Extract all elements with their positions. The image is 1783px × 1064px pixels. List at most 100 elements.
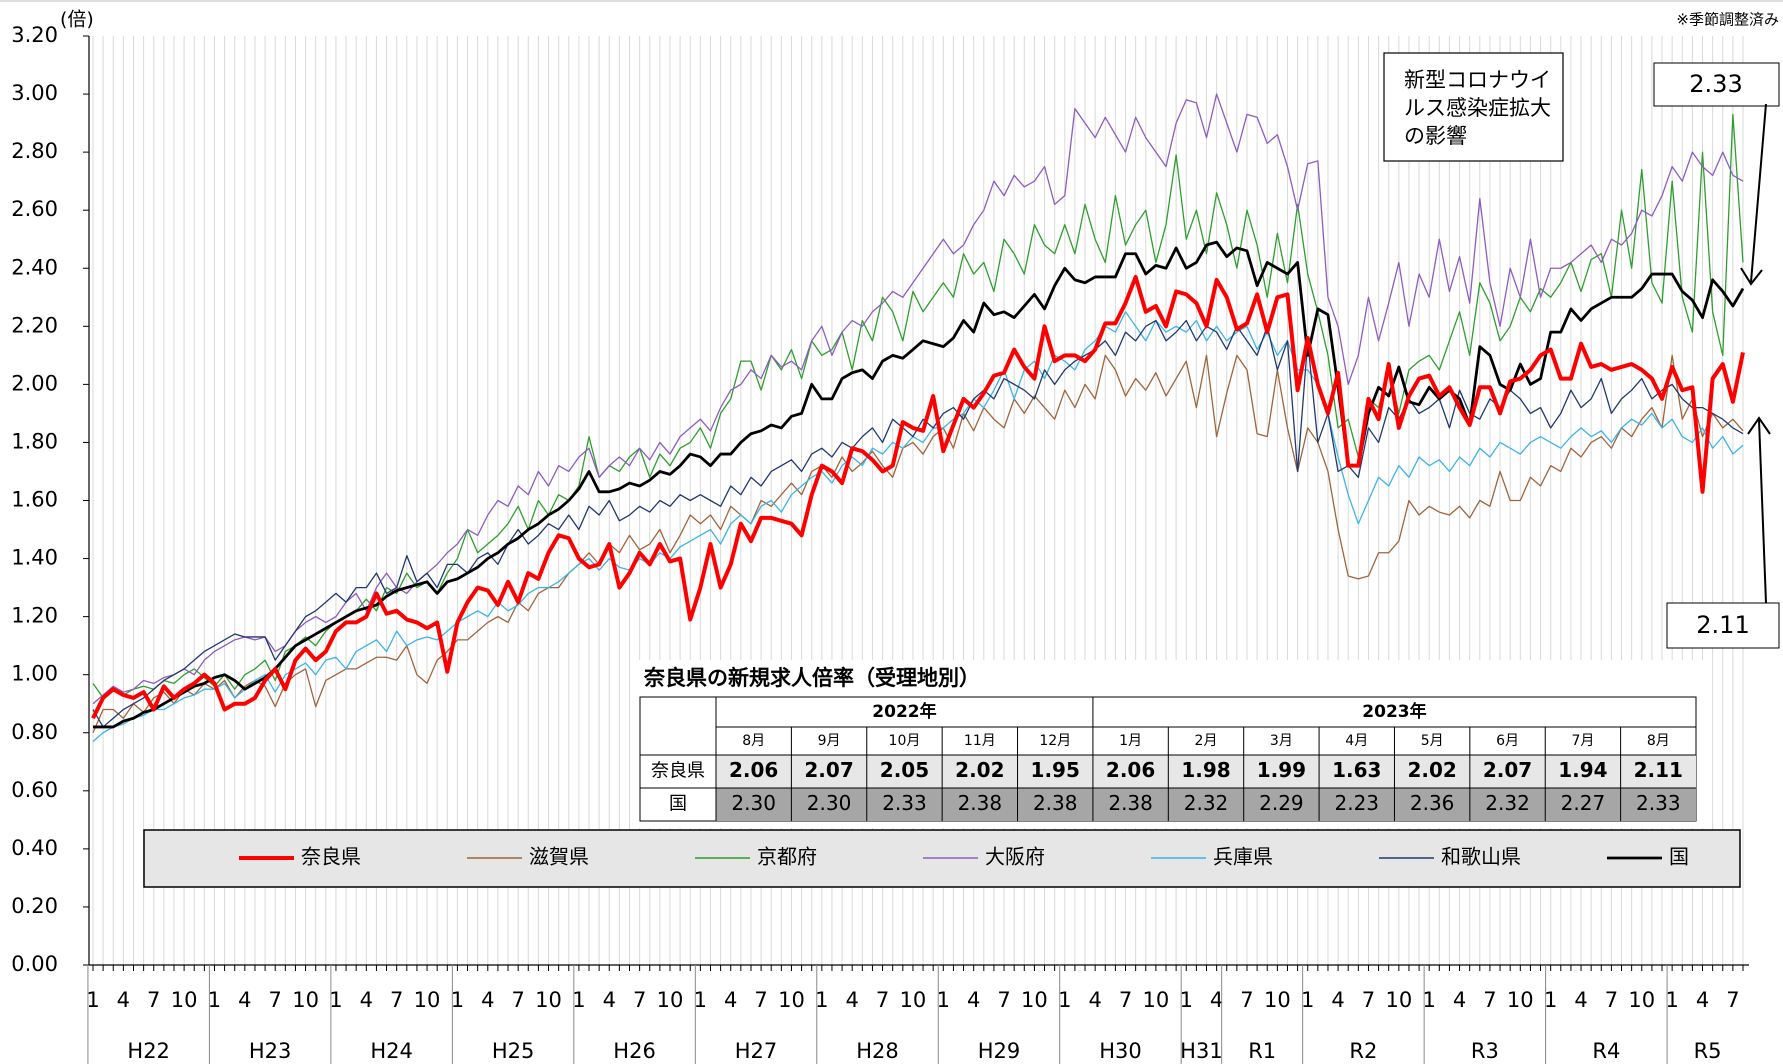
x-tick-label: 4 (117, 988, 130, 1012)
month-label: 4月 (1345, 733, 1368, 749)
series-line (92, 311, 1744, 742)
era-label: H30 (1099, 1039, 1142, 1063)
callout-label: 2.33 (1689, 70, 1742, 98)
unit-label: (倍) (60, 9, 94, 31)
legend-label: 奈良県 (301, 845, 361, 869)
table-value: 2.32 (1184, 791, 1229, 815)
table-value: 2.11 (1634, 758, 1683, 782)
month-label: 12月 (1039, 733, 1071, 749)
callout-arrow (1758, 419, 1767, 604)
era-label: H26 (613, 1039, 656, 1063)
table-value: 2.33 (882, 791, 927, 815)
year-label: 2023年 (1362, 701, 1426, 722)
era-label: H23 (249, 1039, 292, 1063)
legend-label: 滋賀県 (529, 845, 589, 869)
x-tick-label: 10 (657, 988, 684, 1012)
x-tick-label: 4 (481, 988, 494, 1012)
table-value: 2.30 (731, 791, 776, 815)
annotation-text: の影響 (1404, 124, 1467, 148)
x-tick-label: 4 (1453, 988, 1466, 1012)
x-tick-label: 7 (1726, 988, 1739, 1012)
x-tick-label: 7 (1605, 988, 1618, 1012)
table-value: 2.06 (1106, 758, 1155, 782)
legend-label: 国 (1669, 845, 1689, 869)
legend-label: 大阪府 (985, 845, 1045, 869)
annotation-text: ルス感染症拡大 (1404, 96, 1551, 120)
era-label: H29 (978, 1039, 1021, 1063)
x-tick-label: 10 (1385, 988, 1412, 1012)
y-tick-label: 1.20 (11, 604, 58, 628)
x-tick-label: 7 (1240, 988, 1253, 1012)
x-tick-label: 10 (414, 988, 441, 1012)
y-tick-label: 1.40 (11, 546, 58, 570)
table-value: 1.99 (1257, 758, 1306, 782)
x-tick-label: 4 (1696, 988, 1709, 1012)
x-tick-label: 10 (1021, 988, 1048, 1012)
month-label: 7月 (1571, 733, 1594, 749)
era-label: R4 (1592, 1039, 1620, 1063)
row-label: 国 (669, 794, 687, 815)
x-tick-label: 1 (208, 988, 221, 1012)
axes: 0.00 0.20 0.40 0.60 0.80 1.00 1.20 1.40 1.60 1.80… (11, 23, 1749, 1064)
legend-label: 京都府 (757, 845, 817, 869)
x-tick-label: 1 (815, 988, 828, 1012)
table-value: 2.27 (1561, 791, 1606, 815)
era-label: R2 (1349, 1039, 1377, 1063)
callout-box (1666, 602, 1780, 649)
x-tick-label: 1 (937, 988, 950, 1012)
x-tick-label: 1 (1423, 988, 1436, 1012)
callout-arrow (1750, 103, 1767, 283)
month-label: 8月 (742, 733, 765, 749)
x-tick-label: 4 (360, 988, 373, 1012)
era-label: H25 (492, 1039, 535, 1063)
x-tick-label: 1 (1058, 988, 1071, 1012)
x-tick-label: 7 (1362, 988, 1375, 1012)
table-value: 2.02 (1407, 758, 1456, 782)
era-label: R1 (1248, 1039, 1276, 1063)
y-tick-label: 2.00 (11, 371, 58, 395)
x-tick-label: 4 (967, 988, 980, 1012)
month-label: 10月 (889, 733, 921, 749)
y-tick-label: 3.00 (11, 81, 58, 105)
x-tick-label: 7 (997, 988, 1010, 1012)
month-label: 2月 (1195, 733, 1218, 749)
legend-label: 和歌山県 (1441, 845, 1521, 869)
x-tick-label: 7 (269, 988, 282, 1012)
table-value: 2.06 (729, 758, 778, 782)
table-value: 2.30 (807, 791, 852, 815)
annotation-text: 新型コロナウイ (1404, 68, 1551, 92)
x-tick-label: 1 (86, 988, 99, 1012)
x-tick-label: 7 (511, 988, 524, 1012)
x-tick-label: 7 (1119, 988, 1132, 1012)
callout-label: 2.11 (1696, 611, 1749, 639)
x-tick-label: 7 (1483, 988, 1496, 1012)
era-label: H28 (856, 1039, 899, 1063)
x-tick-label: 7 (876, 988, 889, 1012)
x-tick-label: 10 (535, 988, 562, 1012)
x-tick-label: 1 (572, 988, 585, 1012)
table-value: 2.38 (1033, 791, 1078, 815)
x-tick-label: 4 (603, 988, 616, 1012)
x-tick-label: 1 (1665, 988, 1678, 1012)
x-tick-label: 1 (1301, 988, 1314, 1012)
table-value: 2.29 (1259, 791, 1304, 815)
year-label: 2022年 (872, 701, 936, 722)
y-tick-label: 3.20 (11, 23, 58, 47)
table-value: 2.36 (1410, 791, 1455, 815)
legend-label: 兵庫県 (1213, 845, 1273, 869)
table-title: 奈良県の新規求人倍率（受理地別） (643, 666, 980, 690)
month-label: 3月 (1270, 733, 1293, 749)
row-label: 奈良県 (651, 761, 705, 782)
y-tick-label: 0.20 (11, 894, 58, 918)
table-value: 2.05 (880, 758, 929, 782)
x-tick-label: 1 (694, 988, 707, 1012)
y-tick-label: 0.00 (11, 952, 58, 976)
x-tick-label: 10 (778, 988, 805, 1012)
y-tick-label: 1.60 (11, 488, 58, 512)
table-value: 1.63 (1332, 758, 1381, 782)
x-tick-label: 7 (633, 988, 646, 1012)
table-value: 2.23 (1335, 791, 1380, 815)
month-label: 6月 (1496, 733, 1519, 749)
table-value: 1.98 (1181, 758, 1230, 782)
arrow-head (1747, 416, 1771, 435)
